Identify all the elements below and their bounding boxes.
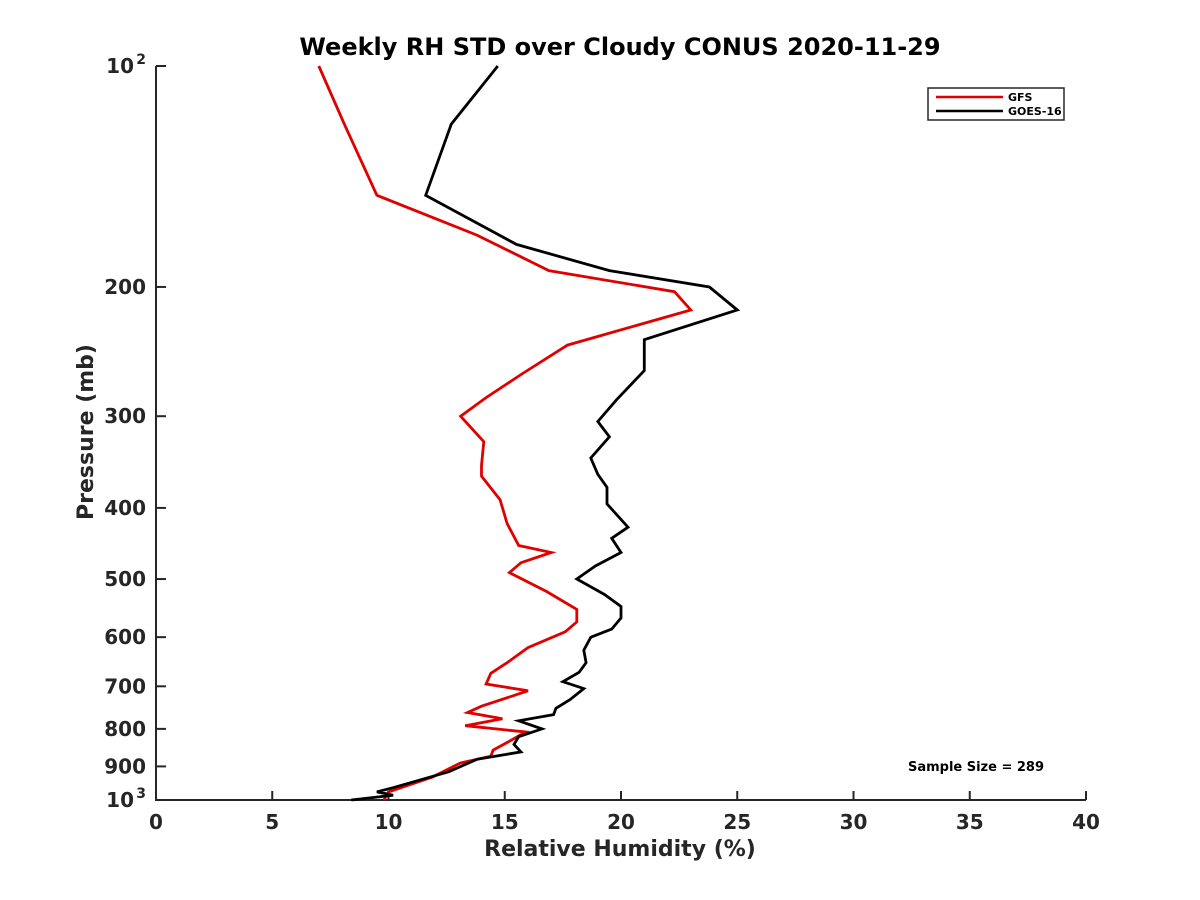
x-tick-label: 20 xyxy=(607,810,635,834)
y-tick-label: 500 xyxy=(104,567,146,591)
x-tick-label: 40 xyxy=(1072,810,1100,834)
x-tick-label: 30 xyxy=(840,810,868,834)
series-lines xyxy=(317,65,741,802)
x-tick-label: 5 xyxy=(265,810,279,834)
legend-label-goes16: GOES-16 xyxy=(1008,105,1062,118)
y-tick-exponent: 3 xyxy=(136,786,146,802)
legend-label-gfs: GFS xyxy=(1008,91,1033,104)
legend-box xyxy=(927,87,1065,121)
legend: GFS GOES-16 xyxy=(927,87,1065,121)
x-tick-label: 0 xyxy=(149,810,163,834)
x-tick-label: 10 xyxy=(375,810,403,834)
y-tick-label: 300 xyxy=(104,404,146,428)
y-tick-label: 200 xyxy=(104,275,146,299)
axis-lines xyxy=(155,66,1086,801)
y-tick-label: 10 xyxy=(106,54,134,78)
x-tick-label: 25 xyxy=(723,810,751,834)
y-tick-label: 700 xyxy=(104,674,146,698)
y-tick-label: 600 xyxy=(104,625,146,649)
y-tick-label: 900 xyxy=(104,754,146,778)
x-tick-label: 15 xyxy=(491,810,519,834)
series-line-goes16 xyxy=(351,65,741,802)
chart-title: Weekly RH STD over Cloudy CONUS 2020-11-… xyxy=(299,33,940,61)
x-tick-label: 35 xyxy=(956,810,984,834)
x-axis-label: Relative Humidity (%) xyxy=(484,837,756,862)
y-tick-label: 800 xyxy=(104,717,146,741)
y-axis-label: Pressure (mb) xyxy=(74,344,99,520)
x-axis-ticks: 0 5 10 15 20 25 30 35 40 xyxy=(149,791,1100,834)
sample-size-annotation: Sample Size = 289 xyxy=(908,760,1044,775)
y-tick-exponent: 2 xyxy=(136,52,146,68)
series-line-gfs xyxy=(317,65,694,801)
y-tick-label: 10 xyxy=(106,788,134,812)
y-tick-label: 400 xyxy=(104,496,146,520)
